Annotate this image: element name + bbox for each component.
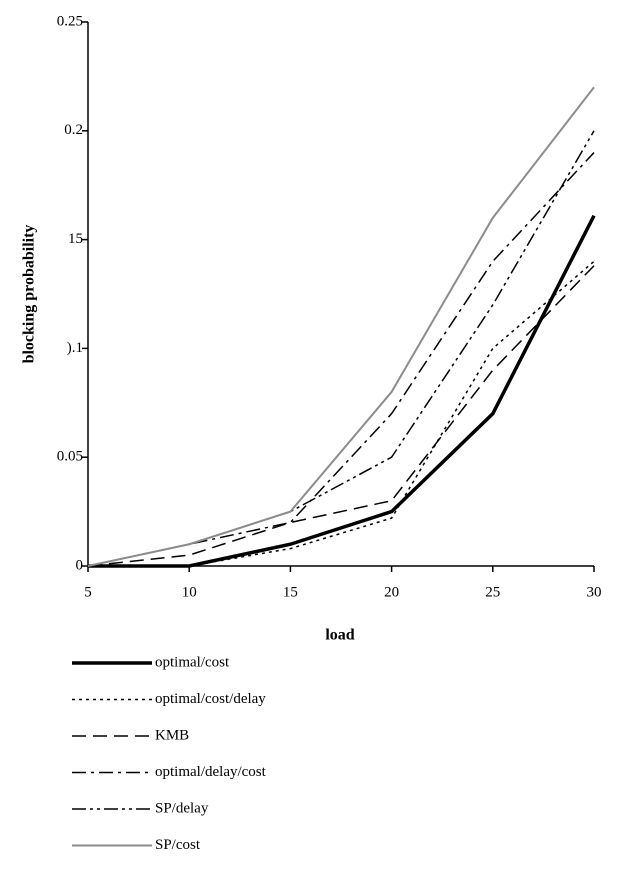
legend-label: optimal/cost [155,654,230,670]
x-tick-label: 30 [587,584,602,600]
x-tick-label: 25 [485,584,500,600]
series-line [87,130,595,567]
series-line [88,260,595,567]
y-tick-label: 0.25 [57,13,83,29]
x-tick-label: 10 [182,584,197,600]
legend-label: optimal/cost/delay [155,691,266,707]
y-tick-label: 0 [76,557,84,573]
series-line [88,214,596,568]
series-line [87,265,595,567]
y-tick-label: 15 [68,231,83,247]
legend-label: optimal/delay/cost [155,764,267,780]
legend-label: SP/cost [155,837,201,853]
x-tick-label: 15 [283,584,298,600]
x-tick-label: 20 [384,584,399,600]
series-line [87,86,595,567]
x-tick-label: 5 [84,584,92,600]
y-tick-label: 0.2 [64,122,83,138]
y-tick-label: ).1 [67,340,83,356]
legend-label: KMB [155,727,189,743]
y-axis-title: blocking probability [21,225,38,364]
x-axis-title: load [325,627,354,644]
series-line [87,152,595,567]
y-tick-label: 0.05 [57,449,83,465]
legend-label: SP/delay [155,800,209,816]
